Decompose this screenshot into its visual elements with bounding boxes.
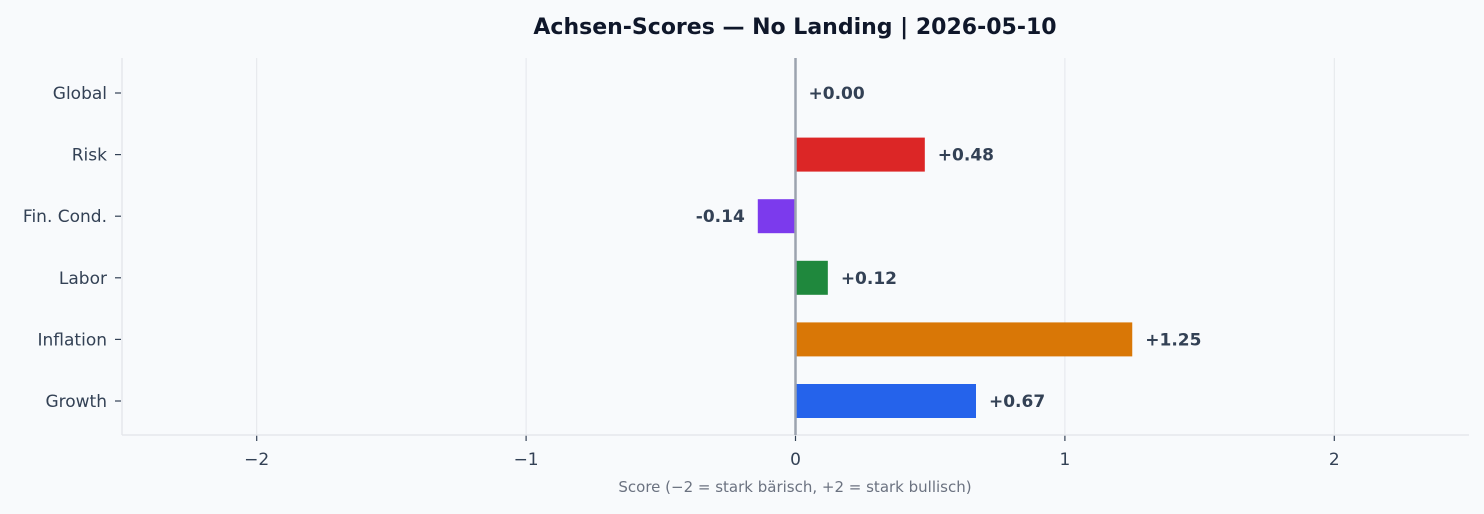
x-tick-label: −2: [244, 450, 269, 470]
bar-labor: [795, 260, 828, 295]
bar-risk: [795, 137, 925, 172]
value-label: +0.00: [809, 84, 865, 104]
category-label: Risk: [72, 146, 107, 166]
bar-inflation: [795, 322, 1133, 357]
value-label: -0.14: [696, 207, 745, 227]
x-tick-label: 2: [1329, 450, 1340, 470]
bar-growth: [795, 384, 976, 418]
labels: −2 −1 0 1 2 Global +0.00 Risk +0.48 Fin. Cond. -0.…: [23, 84, 1340, 470]
category-label: Labor: [59, 269, 107, 289]
bars: [757, 137, 1133, 418]
category-label: Growth: [45, 392, 107, 412]
grid-lines: [256, 58, 1335, 435]
value-label: +0.48: [938, 146, 994, 166]
chart-title: Achsen-Scores — No Landing | 2026-05-10: [533, 15, 1056, 40]
value-label: +0.12: [841, 269, 897, 289]
value-label: +1.25: [1145, 330, 1201, 350]
x-tick-label: −1: [514, 450, 539, 470]
x-axis-label: Score (−2 = stark bärisch, +2 = stark bu…: [618, 478, 971, 496]
bar-fin-cond: [757, 199, 796, 234]
category-label: Inflation: [38, 330, 107, 350]
x-tick-label: 1: [1059, 450, 1070, 470]
value-label: +0.67: [989, 392, 1045, 412]
category-label: Fin. Cond.: [23, 207, 107, 227]
x-tick-label: 0: [790, 450, 801, 470]
axes: [115, 58, 1469, 441]
category-label: Global: [53, 84, 107, 104]
